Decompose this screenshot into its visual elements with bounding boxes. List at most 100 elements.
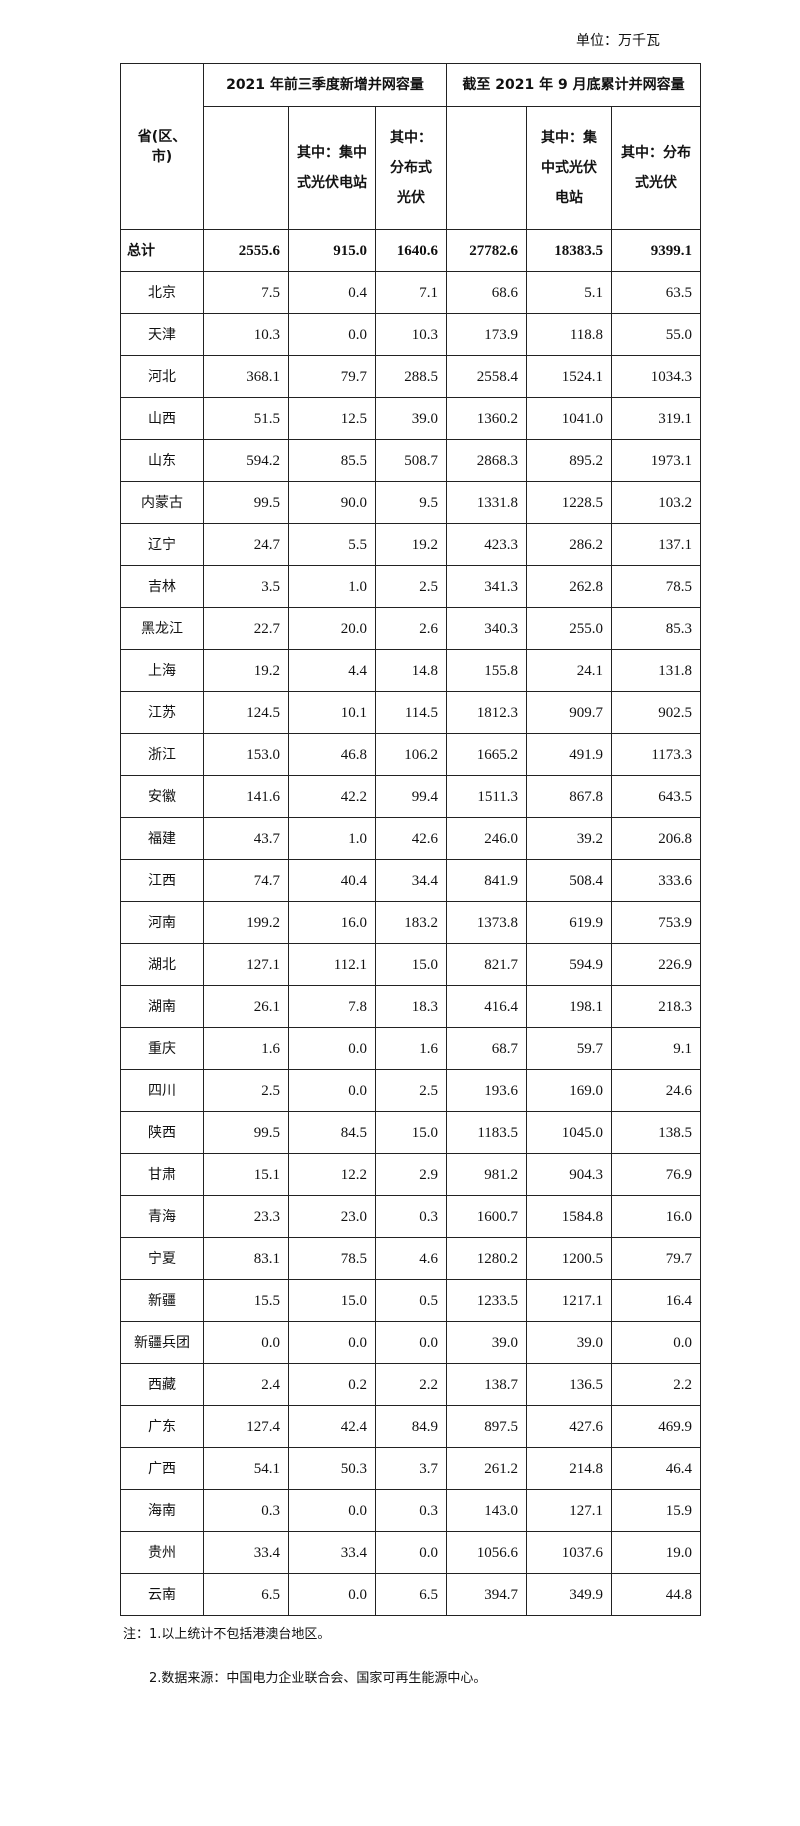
value-cell: 0.2 bbox=[288, 1363, 376, 1406]
value-cell: 841.9 bbox=[446, 859, 528, 902]
value-cell: 15.9 bbox=[611, 1489, 702, 1532]
province-cell: 宁夏 bbox=[120, 1237, 204, 1280]
value-cell: 173.9 bbox=[446, 313, 528, 356]
header-new-central: 其中：集中式光伏电站 bbox=[288, 106, 376, 230]
value-cell: 199.2 bbox=[203, 901, 289, 944]
table-row: 新疆 15.5 15.0 0.5 1233.5 1217.1 16.4 bbox=[120, 1279, 702, 1322]
value-cell: 1041.0 bbox=[526, 397, 613, 440]
value-cell: 44.8 bbox=[611, 1573, 702, 1616]
province-cell: 四川 bbox=[120, 1069, 204, 1112]
table-row: 江苏 124.5 10.1 114.5 1812.3 909.7 902.5 bbox=[120, 691, 702, 734]
table-row: 湖北 127.1 112.1 15.0 821.7 594.9 226.9 bbox=[120, 943, 702, 986]
value-cell: 16.4 bbox=[611, 1279, 702, 1322]
value-cell: 10.3 bbox=[374, 313, 448, 356]
note-2: 2.数据来源：中国电力企业联合会、国家可再生能源中心。 bbox=[149, 1671, 487, 1686]
value-cell: 246.0 bbox=[446, 817, 528, 860]
value-cell: 1173.3 bbox=[611, 733, 702, 776]
value-cell: 594.2 bbox=[203, 439, 289, 482]
header-group-new: 2021 年前三季度新增并网容量 bbox=[202, 63, 448, 107]
value-cell: 54.1 bbox=[203, 1447, 289, 1490]
province-cell: 湖南 bbox=[120, 985, 204, 1028]
value-cell: 4.4 bbox=[288, 649, 376, 692]
table-row: 山东 594.2 85.5 508.7 2868.3 895.2 1973.1 bbox=[120, 439, 702, 482]
province-cell: 河北 bbox=[120, 355, 204, 398]
table-row: 广东 127.4 42.4 84.9 897.5 427.6 469.9 bbox=[120, 1405, 702, 1448]
header-new-total bbox=[203, 106, 289, 230]
province-cell: 山西 bbox=[120, 397, 204, 440]
header-province: 省(区、市) bbox=[120, 63, 204, 230]
value-cell: 198.1 bbox=[526, 985, 613, 1028]
value-cell: 12.2 bbox=[288, 1153, 376, 1196]
value-cell: 78.5 bbox=[288, 1237, 376, 1280]
value-cell: 141.6 bbox=[203, 775, 289, 818]
value-cell: 27782.6 bbox=[446, 229, 528, 272]
value-cell: 0.3 bbox=[374, 1489, 448, 1532]
value-cell: 394.7 bbox=[446, 1573, 528, 1616]
province-cell: 浙江 bbox=[120, 733, 204, 776]
value-cell: 333.6 bbox=[611, 859, 702, 902]
value-cell: 14.8 bbox=[374, 649, 448, 692]
value-cell: 23.0 bbox=[288, 1195, 376, 1238]
value-cell: 5.5 bbox=[288, 523, 376, 566]
value-cell: 416.4 bbox=[446, 985, 528, 1028]
province-cell: 新疆兵团 bbox=[120, 1321, 204, 1364]
table-row: 云南 6.5 0.0 6.5 394.7 349.9 44.8 bbox=[120, 1573, 702, 1616]
value-cell: 341.3 bbox=[446, 565, 528, 608]
value-cell: 16.0 bbox=[611, 1195, 702, 1238]
value-cell: 1056.6 bbox=[446, 1531, 528, 1574]
value-cell: 1034.3 bbox=[611, 355, 702, 398]
table-row: 重庆 1.6 0.0 1.6 68.7 59.7 9.1 bbox=[120, 1027, 702, 1070]
value-cell: 6.5 bbox=[203, 1573, 289, 1616]
province-cell: 甘肃 bbox=[120, 1153, 204, 1196]
value-cell: 42.4 bbox=[288, 1405, 376, 1448]
value-cell: 39.0 bbox=[526, 1321, 613, 1364]
value-cell: 895.2 bbox=[526, 439, 613, 482]
value-cell: 427.6 bbox=[526, 1405, 613, 1448]
value-cell: 286.2 bbox=[526, 523, 613, 566]
value-cell: 68.7 bbox=[446, 1027, 528, 1070]
value-cell: 39.0 bbox=[446, 1321, 528, 1364]
value-cell: 1280.2 bbox=[446, 1237, 528, 1280]
province-cell: 辽宁 bbox=[120, 523, 204, 566]
value-cell: 594.9 bbox=[526, 943, 613, 986]
value-cell: 33.4 bbox=[203, 1531, 289, 1574]
value-cell: 79.7 bbox=[611, 1237, 702, 1280]
table-row: 四川 2.5 0.0 2.5 193.6 169.0 24.6 bbox=[120, 1069, 702, 1112]
value-cell: 909.7 bbox=[526, 691, 613, 734]
province-cell: 广东 bbox=[120, 1405, 204, 1448]
value-cell: 2555.6 bbox=[203, 229, 289, 272]
value-cell: 138.7 bbox=[446, 1363, 528, 1406]
province-cell: 陕西 bbox=[120, 1111, 204, 1154]
value-cell: 753.9 bbox=[611, 901, 702, 944]
value-cell: 0.0 bbox=[288, 1027, 376, 1070]
value-cell: 469.9 bbox=[611, 1405, 702, 1448]
value-cell: 19.2 bbox=[203, 649, 289, 692]
value-cell: 619.9 bbox=[526, 901, 613, 944]
value-cell: 1600.7 bbox=[446, 1195, 528, 1238]
value-cell: 0.0 bbox=[288, 1069, 376, 1112]
value-cell: 2.2 bbox=[611, 1363, 702, 1406]
value-cell: 1584.8 bbox=[526, 1195, 613, 1238]
value-cell: 0.0 bbox=[374, 1531, 448, 1574]
value-cell: 40.4 bbox=[288, 859, 376, 902]
value-cell: 897.5 bbox=[446, 1405, 528, 1448]
value-cell: 103.2 bbox=[611, 481, 702, 524]
value-cell: 423.3 bbox=[446, 523, 528, 566]
value-cell: 18383.5 bbox=[526, 229, 613, 272]
value-cell: 112.1 bbox=[288, 943, 376, 986]
table-row: 青海 23.3 23.0 0.3 1600.7 1584.8 16.0 bbox=[120, 1195, 702, 1238]
value-cell: 0.0 bbox=[203, 1321, 289, 1364]
value-cell: 915.0 bbox=[288, 229, 376, 272]
value-cell: 981.2 bbox=[446, 1153, 528, 1196]
province-cell: 海南 bbox=[120, 1489, 204, 1532]
value-cell: 7.1 bbox=[374, 271, 448, 314]
value-cell: 214.8 bbox=[526, 1447, 613, 1490]
value-cell: 2.2 bbox=[374, 1363, 448, 1406]
value-cell: 19.2 bbox=[374, 523, 448, 566]
value-cell: 10.1 bbox=[288, 691, 376, 734]
value-cell: 46.8 bbox=[288, 733, 376, 776]
value-cell: 39.0 bbox=[374, 397, 448, 440]
value-cell: 2868.3 bbox=[446, 439, 528, 482]
value-cell: 867.8 bbox=[526, 775, 613, 818]
value-cell: 9399.1 bbox=[611, 229, 702, 272]
